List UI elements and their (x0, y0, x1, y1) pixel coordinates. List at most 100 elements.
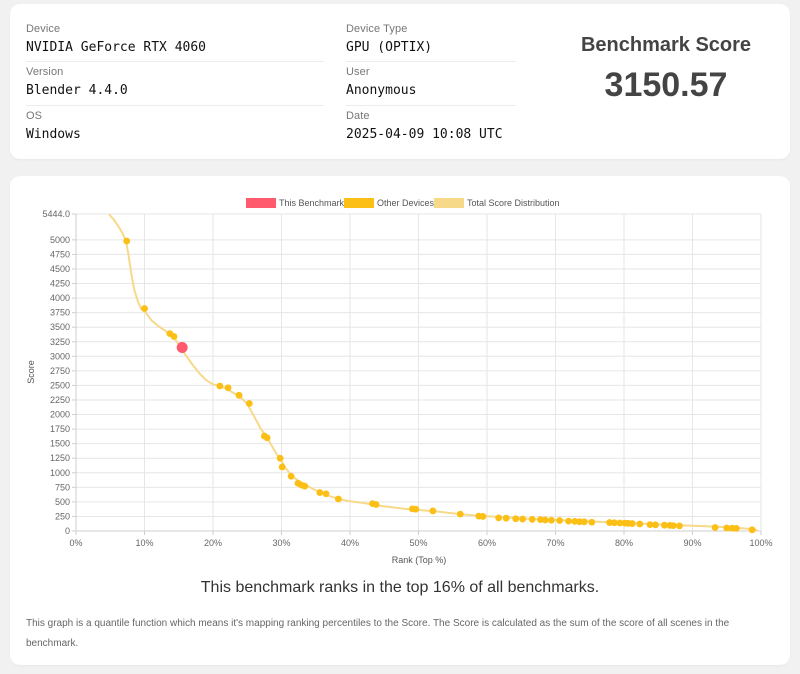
y-tick-label: 3750 (50, 308, 70, 318)
other-device-point (571, 517, 579, 525)
other-device-point (316, 489, 324, 496)
x-tick-label: 80% (615, 538, 633, 548)
date-value: 2025-04-09 10:08 UTC (346, 127, 503, 142)
chart-legend: This Benchmark Other Devices Total Score D… (246, 198, 560, 208)
other-device-point (245, 400, 253, 407)
device-type-field: Device Type GPU (OPTIX) (346, 23, 516, 55)
legend-label: Total Score Distribution (467, 198, 560, 208)
x-tick-label: 100% (749, 538, 772, 548)
y-tick-label: 2750 (50, 366, 70, 376)
device-type-label: Device Type (346, 23, 408, 35)
y-tick-label: 3500 (50, 322, 70, 332)
os-field: OS Windows (26, 110, 324, 142)
divider (26, 61, 324, 62)
user-label: User (346, 66, 370, 78)
y-tick-label: 1000 (50, 468, 70, 478)
rank-summary: This benchmark ranks in the top 16% of a… (200, 579, 600, 596)
y-tick-label: 2250 (50, 395, 70, 405)
other-device-point (628, 520, 636, 527)
os-value: Windows (26, 127, 81, 142)
y-tick-label: 1500 (50, 439, 70, 449)
other-device-point (528, 515, 536, 523)
benchmark-info-card: Device NVIDIA GeForce RTX 4060 Version B… (10, 4, 790, 159)
other-device-point (537, 516, 544, 524)
other-device-point (723, 524, 731, 532)
x-tick-label: 40% (341, 538, 359, 548)
y-tick-label: 4750 (50, 249, 70, 259)
other-device-point (616, 519, 624, 527)
x-tick-label: 20% (204, 538, 222, 548)
other-device-point (372, 501, 380, 508)
other-device-point (276, 454, 284, 462)
divider (346, 105, 516, 106)
chart-explanation: This graph is a quantile function which … (26, 618, 730, 649)
y-tick-label: 4000 (50, 293, 70, 303)
other-device-point (732, 524, 740, 532)
other-device-point (676, 522, 683, 530)
other-device-point (661, 521, 668, 529)
score-distribution-chart: This Benchmark Other Devices Total Score D… (26, 198, 773, 565)
other-device-point (512, 515, 520, 523)
y-tick-label: 4500 (50, 264, 70, 274)
version-label: Version (26, 66, 64, 78)
other-device-point (652, 521, 659, 529)
device-field: Device NVIDIA GeForce RTX 4060 (26, 23, 324, 55)
chart-card: This Benchmark Other Devices Total Score D… (10, 176, 790, 665)
divider (26, 105, 324, 106)
other-device-point (322, 490, 330, 498)
y-tick-label: 1250 (50, 453, 70, 463)
other-device-point (141, 305, 148, 312)
legend-swatch (434, 198, 464, 208)
other-device-point (224, 384, 232, 392)
other-device-point (334, 495, 342, 503)
distribution-line (108, 214, 758, 531)
x-tick-label: 90% (683, 538, 701, 548)
other-device-point (711, 524, 719, 531)
divider (346, 61, 516, 62)
os-label: OS (26, 110, 43, 122)
y-tick-label: 5444.0 (42, 209, 70, 219)
other-device-point (748, 526, 756, 534)
y-axis-ticks: 0 250 500 750 1000 1250 1500 1750 2000 2250 2500 27… (42, 209, 76, 536)
y-tick-label: 4250 (50, 279, 70, 289)
y-tick-label: 1750 (50, 424, 70, 434)
y-tick-label: 0 (65, 526, 70, 536)
y-tick-label: 3250 (50, 337, 70, 347)
device-type-value: GPU (OPTIX) (346, 40, 433, 55)
other-device-point (611, 519, 618, 527)
other-device-point (588, 518, 596, 526)
y-tick-label: 2000 (50, 410, 70, 420)
other-device-point (669, 522, 677, 530)
y-tick-label: 500 (55, 497, 70, 507)
version-field: Version Blender 4.4.0 (26, 66, 324, 98)
other-device-point (495, 514, 503, 522)
x-tick-label: 60% (478, 538, 496, 548)
other-device-point (556, 517, 564, 524)
y-tick-label: 5000 (50, 235, 70, 245)
other-device-point (278, 463, 286, 471)
this-benchmark-point (176, 342, 188, 354)
other-device-point (502, 514, 510, 522)
other-device-point (429, 507, 437, 515)
x-tick-label: 70% (546, 538, 564, 548)
y-tick-label: 2500 (50, 380, 70, 390)
user-field: User Anonymous (346, 66, 516, 98)
other-device-point (263, 434, 271, 442)
y-axis-label: Score (26, 360, 36, 384)
other-device-point (646, 521, 654, 528)
other-device-point (606, 519, 614, 526)
other-device-point (123, 237, 131, 245)
other-device-point (456, 510, 464, 518)
y-tick-label: 250 (55, 511, 70, 521)
legend-label: This Benchmark (279, 198, 345, 208)
device-label: Device (26, 23, 61, 35)
other-device-point (301, 482, 309, 490)
other-device-point (216, 382, 224, 390)
y-tick-label: 3000 (50, 351, 70, 361)
benchmark-score-title: Benchmark Score (580, 34, 752, 56)
other-device-point (479, 513, 487, 520)
other-device-point (287, 472, 295, 480)
legend-swatch (344, 198, 374, 208)
version-value: Blender 4.4.0 (26, 83, 128, 98)
y-tick-label: 750 (55, 482, 70, 492)
